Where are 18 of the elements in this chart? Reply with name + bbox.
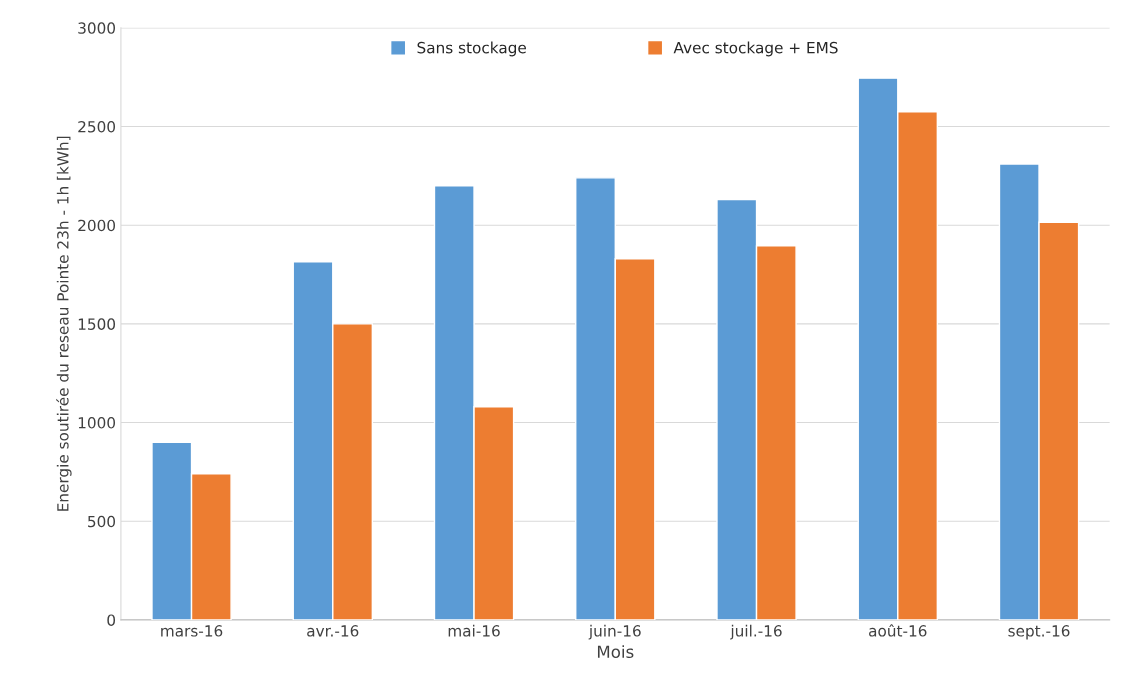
x-tick-label: juin-16 [588,624,641,640]
y-tick-label: 1500 [78,318,116,330]
y-tick-label: 3000 [78,22,116,34]
legend-label: Avec stockage + EMS [673,41,838,57]
x-tick-label: mai-16 [448,624,500,637]
y-tick-label: 500 [88,515,116,528]
y-tick-label: 2000 [78,219,116,232]
x-axis-title: Mois [597,645,634,659]
x-tick-label: août-16 [869,624,927,637]
y-tick-label: 1000 [78,417,116,429]
x-tick-label: avr.-16 [307,625,359,637]
y-axis-title: Energie soutirée du reseau Pointe 23h - 1h [kWh] [56,136,72,511]
legend-label: Sans stockage [417,41,526,57]
x-tick-label: mars-16 [161,625,223,637]
y-tick-label: 2500 [78,120,116,133]
x-tick-label: juil.-16 [730,624,782,640]
x-tick-label: sept.-16 [1008,625,1070,640]
y-tick-label: 0 [107,614,116,626]
